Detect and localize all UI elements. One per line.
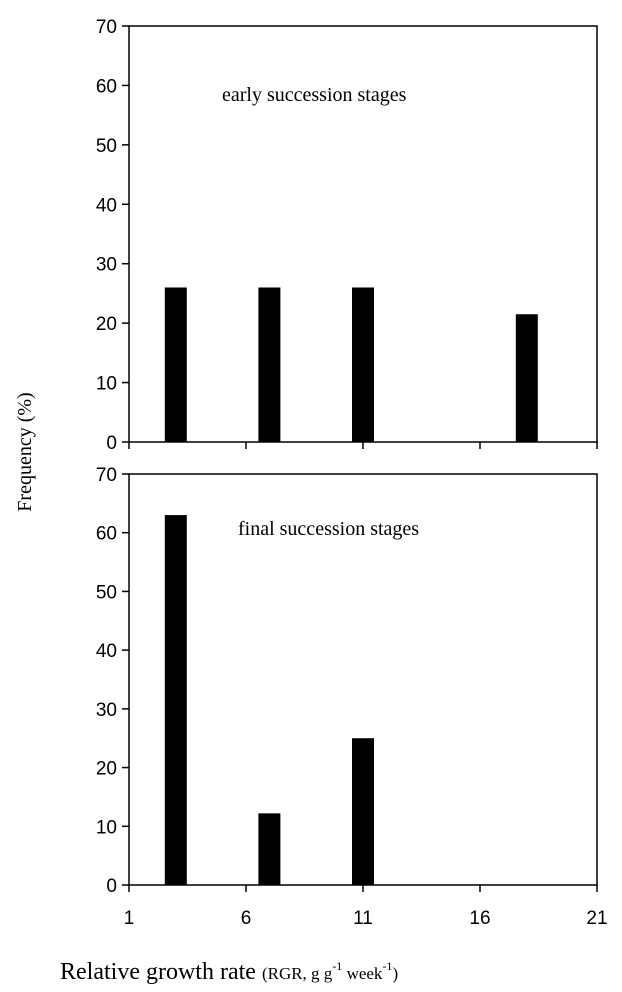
- x-axis-label-part: (RGR, g g: [262, 964, 333, 983]
- y-tick-label: 60: [96, 76, 117, 97]
- x-tick-label: 16: [469, 908, 490, 929]
- y-tick-label: 60: [96, 524, 117, 545]
- y-tick-label: 30: [96, 700, 117, 721]
- x-axis-label-main: Relative growth rate: [60, 959, 262, 985]
- y-tick-label: 70: [96, 465, 117, 486]
- y-tick-label: 50: [96, 136, 117, 157]
- bar-18: [515, 314, 538, 442]
- y-tick-label: 40: [96, 641, 117, 662]
- y-tick-label: 70: [96, 17, 117, 38]
- y-tick-label: 20: [96, 314, 117, 335]
- x-tick-label: 11: [353, 908, 373, 929]
- x-tick-label: 6: [241, 908, 252, 929]
- y-tick-label: 50: [96, 582, 117, 603]
- bar-3: [164, 287, 187, 442]
- y-tick-label: 10: [96, 374, 117, 395]
- panel-early-succession: 0 10 20 30 40 50 60 70 early succession stages: [96, 17, 598, 454]
- y-tick-label: 10: [96, 817, 117, 838]
- panel-annotation: early succession stages: [222, 84, 407, 106]
- x-axis-label-part: ): [392, 964, 398, 983]
- bar-7: [258, 813, 281, 885]
- y-tick-label: 40: [96, 195, 117, 216]
- x-axis-label: Relative growth rate (RGR, g g-1 week-1): [60, 959, 398, 985]
- y-tick-label: 0: [106, 876, 117, 897]
- y-tick-label: 0: [106, 433, 117, 454]
- bar-3: [164, 515, 187, 885]
- panel-annotation: final succession stages: [238, 518, 419, 540]
- bar-11: [352, 287, 374, 442]
- bar-11: [352, 738, 374, 885]
- y-axis-label: Frequency (%): [14, 392, 36, 511]
- y-tick-label: 30: [96, 255, 117, 276]
- x-axis-label-sup: -1: [382, 959, 392, 973]
- x-axis-label-part: week: [342, 964, 383, 983]
- y-tick-label: 20: [96, 759, 117, 780]
- x-tick-label: 1: [124, 908, 135, 929]
- x-axis-label-sup: -1: [332, 959, 342, 973]
- x-tick-label: 21: [586, 908, 607, 929]
- bar-7: [258, 287, 281, 442]
